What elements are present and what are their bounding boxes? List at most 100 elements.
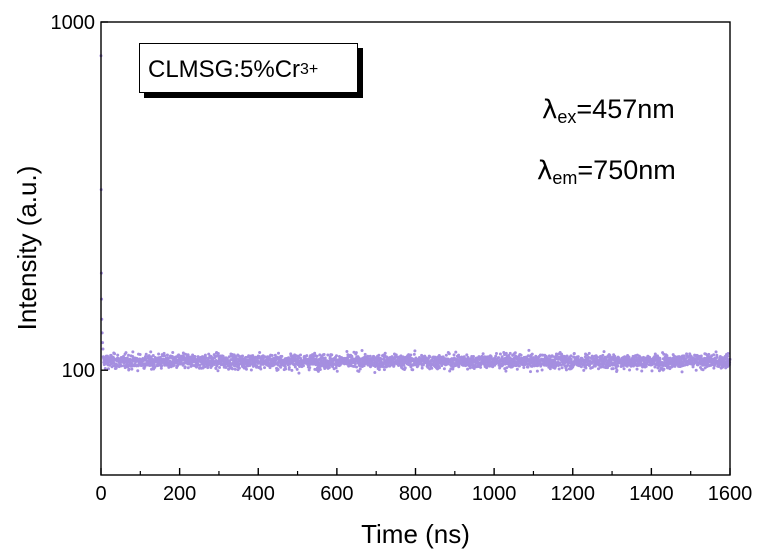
data-point bbox=[454, 350, 458, 354]
data-point bbox=[686, 355, 690, 359]
data-point bbox=[125, 356, 129, 360]
data-point bbox=[162, 351, 166, 355]
data-point bbox=[593, 364, 597, 368]
data-point bbox=[535, 369, 539, 373]
data-point bbox=[203, 353, 207, 357]
data-point bbox=[608, 353, 612, 357]
data-point bbox=[216, 354, 220, 358]
data-point bbox=[452, 353, 456, 357]
x-tick-label: 800 bbox=[399, 483, 432, 505]
data-point bbox=[645, 362, 649, 366]
data-point bbox=[377, 368, 381, 372]
data-point bbox=[294, 354, 298, 358]
data-point bbox=[362, 364, 366, 368]
x-axis-label: Time (ns) bbox=[361, 519, 470, 549]
data-point bbox=[635, 367, 639, 371]
data-point bbox=[534, 354, 538, 358]
data-point bbox=[284, 367, 288, 371]
data-point bbox=[203, 365, 207, 369]
data-point bbox=[627, 355, 631, 359]
data-point bbox=[206, 366, 210, 370]
x-tick-label: 1000 bbox=[472, 483, 517, 505]
data-point bbox=[726, 352, 730, 356]
data-point bbox=[332, 361, 336, 365]
data-point bbox=[383, 351, 387, 355]
data-point bbox=[442, 367, 446, 371]
data-point bbox=[621, 364, 625, 368]
x-tick-label: 1400 bbox=[629, 483, 674, 505]
data-point bbox=[596, 355, 600, 359]
data-point bbox=[270, 354, 274, 358]
data-point bbox=[611, 367, 615, 371]
legend-label-superscript: 3+ bbox=[300, 61, 319, 78]
data-point bbox=[297, 371, 301, 375]
data-point bbox=[565, 354, 569, 358]
data-point bbox=[301, 364, 305, 368]
data-point bbox=[313, 351, 317, 355]
data-point bbox=[305, 354, 309, 358]
data-point bbox=[353, 362, 357, 366]
data-point bbox=[665, 354, 669, 358]
data-point bbox=[116, 353, 120, 357]
data-point bbox=[152, 363, 156, 367]
data-point bbox=[130, 367, 134, 371]
data-point bbox=[136, 369, 140, 373]
data-point bbox=[144, 352, 148, 356]
data-point bbox=[124, 351, 128, 355]
data-point bbox=[707, 352, 711, 356]
data-point bbox=[699, 354, 703, 358]
data-point bbox=[204, 356, 208, 360]
data-point bbox=[585, 353, 589, 357]
data-point bbox=[468, 366, 472, 370]
emission-wavelength-annotation: λem=750nm bbox=[537, 155, 676, 188]
data-point bbox=[602, 350, 606, 354]
data-point bbox=[566, 363, 570, 367]
data-point bbox=[235, 357, 239, 361]
data-point bbox=[299, 353, 303, 357]
data-point bbox=[308, 366, 312, 370]
data-point bbox=[263, 366, 267, 370]
data-point bbox=[504, 369, 508, 373]
data-point bbox=[157, 352, 161, 356]
data-point bbox=[403, 366, 407, 370]
x-axis-ticks: 0 200 400 600 800 1000 1200 1400 1600 bbox=[95, 468, 752, 505]
data-point bbox=[381, 365, 385, 369]
data-point bbox=[258, 350, 262, 354]
data-point bbox=[318, 368, 322, 372]
data-point bbox=[494, 352, 498, 356]
data-point bbox=[596, 367, 600, 371]
data-point bbox=[214, 366, 218, 370]
data-point bbox=[444, 353, 448, 357]
data-point bbox=[322, 352, 326, 356]
x-tick-label: 600 bbox=[320, 483, 353, 505]
data-point bbox=[648, 355, 652, 359]
data-point bbox=[233, 364, 237, 368]
data-point bbox=[136, 364, 140, 368]
emission-subscript: em bbox=[552, 168, 578, 188]
data-point bbox=[352, 350, 356, 354]
data-point bbox=[287, 365, 291, 369]
data-point bbox=[113, 352, 117, 356]
data-point bbox=[366, 354, 370, 358]
data-point bbox=[628, 368, 632, 372]
data-point bbox=[183, 365, 187, 369]
data-point bbox=[153, 365, 157, 369]
data-point bbox=[247, 354, 251, 358]
data-point bbox=[662, 367, 666, 371]
data-point bbox=[715, 355, 719, 359]
data-point bbox=[358, 367, 362, 371]
data-point bbox=[530, 352, 534, 356]
legend-box: CLMSG:5%Cr3+ bbox=[139, 43, 358, 93]
data-point bbox=[373, 371, 377, 375]
data-point bbox=[186, 366, 190, 370]
data-point bbox=[357, 369, 361, 373]
data-point bbox=[644, 364, 648, 368]
data-point bbox=[120, 364, 124, 368]
data-point bbox=[614, 366, 618, 370]
lambda-symbol: λ bbox=[542, 95, 558, 125]
data-point bbox=[515, 367, 519, 371]
data-point bbox=[701, 368, 705, 372]
data-point bbox=[218, 366, 222, 370]
y-axis-label: Intensity (a.u.) bbox=[12, 166, 42, 331]
